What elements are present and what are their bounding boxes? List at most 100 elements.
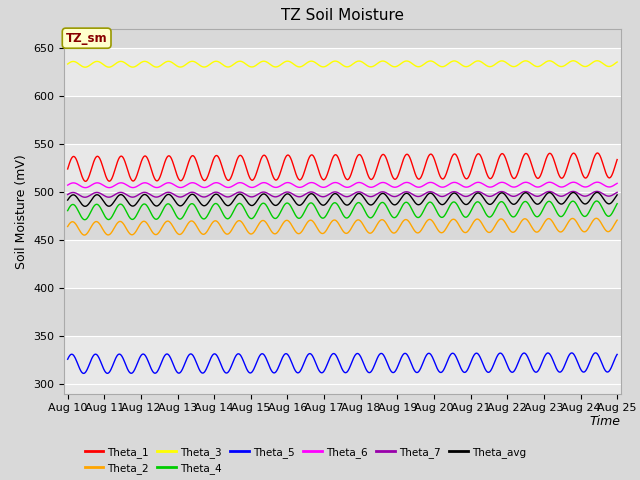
Theta_avg: [613, 192, 621, 198]
Theta_7: [64, 192, 72, 197]
Theta_4: [613, 201, 621, 206]
Text: TZ_sm: TZ_sm: [66, 32, 108, 45]
Theta_4: [377, 200, 385, 206]
X-axis label: Time: Time: [590, 415, 621, 428]
Theta_3: [308, 59, 316, 64]
Bar: [64, 48, 621, 96]
Theta_avg: [81, 204, 89, 209]
Theta_avg: [107, 203, 115, 209]
Theta_7: [593, 189, 601, 194]
Theta_3: [377, 59, 385, 64]
Line: Theta_6: Theta_6: [68, 182, 617, 188]
Theta_7: [613, 190, 621, 195]
Line: Theta_7: Theta_7: [68, 192, 617, 197]
Theta_3: [593, 58, 601, 64]
Theta_5: [298, 367, 305, 372]
Theta_2: [298, 229, 305, 235]
Theta_5: [80, 371, 88, 376]
Theta_6: [308, 180, 316, 186]
Bar: [64, 0, 621, 48]
Theta_5: [377, 351, 385, 357]
Theta_4: [319, 215, 326, 221]
Theta_7: [308, 189, 316, 195]
Theta_2: [308, 218, 316, 224]
Bar: [64, 240, 621, 288]
Theta_6: [593, 180, 601, 185]
Theta_4: [129, 216, 137, 222]
Theta_4: [107, 216, 115, 221]
Line: Theta_1: Theta_1: [68, 153, 617, 181]
Theta_2: [593, 216, 600, 221]
Bar: [64, 29, 621, 48]
Theta_7: [377, 189, 385, 195]
Bar: [64, 96, 621, 144]
Theta_1: [593, 150, 601, 156]
Theta_2: [613, 217, 621, 223]
Legend: Theta_1, Theta_2, Theta_3, Theta_4, Theta_5, Theta_6, Theta_7, Theta_avg: Theta_1, Theta_2, Theta_3, Theta_4, Thet…: [81, 443, 530, 478]
Bar: [64, 336, 621, 384]
Theta_6: [319, 184, 326, 190]
Theta_1: [298, 176, 305, 182]
Theta_6: [107, 185, 115, 191]
Theta_avg: [64, 197, 72, 203]
Theta_2: [64, 224, 72, 229]
Theta_7: [129, 194, 137, 200]
Bar: [64, 384, 621, 394]
Theta_5: [591, 350, 599, 356]
Theta_avg: [308, 191, 316, 197]
Theta_7: [319, 194, 326, 200]
Theta_2: [377, 217, 385, 223]
Theta_1: [64, 166, 72, 172]
Theta_1: [107, 178, 115, 183]
Bar: [64, 192, 621, 240]
Theta_5: [613, 351, 621, 357]
Theta_6: [377, 180, 385, 186]
Theta_3: [613, 59, 621, 65]
Theta_4: [81, 217, 89, 223]
Theta_2: [129, 232, 137, 238]
Theta_4: [308, 201, 316, 206]
Y-axis label: Soil Moisture (mV): Soil Moisture (mV): [15, 154, 28, 269]
Theta_avg: [298, 202, 305, 207]
Title: TZ Soil Moisture: TZ Soil Moisture: [281, 9, 404, 24]
Theta_2: [107, 231, 115, 237]
Theta_1: [129, 178, 137, 184]
Theta_3: [129, 64, 137, 70]
Theta_5: [129, 370, 137, 375]
Theta_1: [82, 179, 90, 184]
Line: Theta_avg: Theta_avg: [68, 192, 617, 206]
Theta_6: [64, 182, 72, 188]
Theta_3: [319, 64, 326, 70]
Theta_5: [308, 353, 316, 359]
Theta_1: [377, 154, 385, 160]
Line: Theta_4: Theta_4: [68, 201, 617, 220]
Theta_1: [319, 176, 326, 182]
Theta_5: [319, 370, 326, 375]
Theta_2: [319, 231, 326, 237]
Theta_4: [64, 208, 72, 214]
Bar: [64, 288, 621, 336]
Theta_7: [81, 194, 89, 200]
Line: Theta_2: Theta_2: [68, 218, 617, 235]
Bar: [64, 144, 621, 192]
Theta_avg: [377, 192, 385, 197]
Theta_avg: [319, 202, 326, 208]
Theta_7: [107, 194, 115, 200]
Theta_5: [64, 356, 72, 362]
Theta_6: [298, 184, 305, 190]
Theta_4: [298, 214, 305, 220]
Theta_7: [298, 193, 305, 199]
Theta_6: [613, 180, 621, 186]
Theta_4: [593, 198, 600, 204]
Theta_3: [107, 64, 115, 70]
Line: Theta_3: Theta_3: [68, 61, 617, 67]
Theta_5: [107, 367, 115, 373]
Line: Theta_5: Theta_5: [68, 353, 617, 373]
Theta_3: [298, 64, 305, 70]
Theta_6: [129, 185, 137, 191]
Theta_2: [81, 232, 88, 238]
Theta_1: [308, 152, 316, 158]
Theta_3: [64, 61, 72, 67]
Theta_avg: [129, 203, 137, 209]
Theta_avg: [593, 190, 601, 195]
